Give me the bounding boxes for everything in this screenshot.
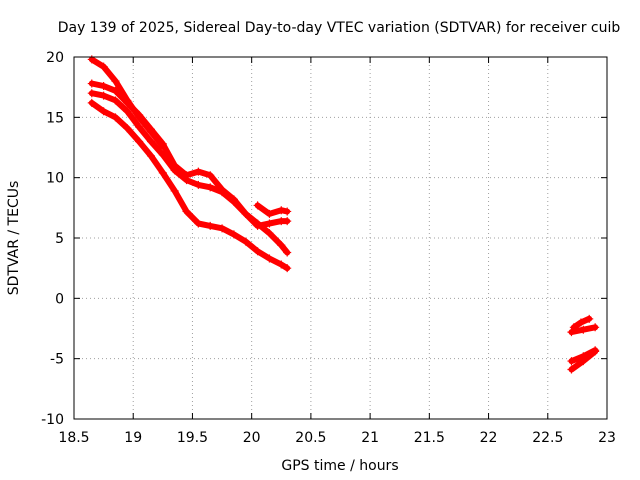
data-point xyxy=(158,168,167,177)
data-point xyxy=(567,357,576,366)
data-point xyxy=(253,201,262,210)
series-track-5 xyxy=(253,201,292,218)
y-tick-label: -10 xyxy=(41,412,64,428)
data-point xyxy=(146,151,155,160)
x-axis-tick-labels: 18.5 19 19.5 20 20.5 21 21.5 22 22.5 23 xyxy=(58,430,616,446)
x-tick-label: 20 xyxy=(243,430,261,446)
data-point xyxy=(579,325,588,334)
y-tick-label: 10 xyxy=(46,171,64,187)
data-point xyxy=(283,264,292,273)
x-tick-label: 19 xyxy=(124,430,142,446)
data-point xyxy=(591,323,600,332)
grid xyxy=(74,57,607,419)
data-point xyxy=(206,183,215,192)
x-tick-label: 22 xyxy=(480,430,498,446)
data-point xyxy=(158,142,167,151)
chart-title: Day 139 of 2025, Sidereal Day-to-day VTE… xyxy=(58,20,621,36)
data-point xyxy=(99,81,108,90)
series-line xyxy=(254,202,291,217)
data-point xyxy=(218,224,227,233)
data-point xyxy=(123,107,132,116)
y-tick-label: 20 xyxy=(46,50,64,66)
data-point xyxy=(99,91,108,100)
data-point xyxy=(277,206,286,215)
data-point xyxy=(277,260,286,269)
data-point xyxy=(253,221,262,230)
axis-ticks xyxy=(73,56,608,420)
data-series xyxy=(87,55,600,374)
data-point xyxy=(579,357,588,366)
data-point xyxy=(206,221,215,230)
x-tick-label: 23 xyxy=(598,430,616,446)
y-tick-label: -5 xyxy=(50,352,64,368)
series-line xyxy=(88,99,291,272)
data-point xyxy=(265,209,274,218)
x-tick-label: 18.5 xyxy=(58,430,89,446)
data-point xyxy=(585,314,594,323)
data-point xyxy=(277,241,286,250)
data-point xyxy=(123,96,132,105)
series-track-6 xyxy=(567,323,600,337)
data-point xyxy=(265,229,274,238)
data-point xyxy=(283,207,292,216)
data-point xyxy=(241,209,250,218)
data-point xyxy=(135,113,144,122)
data-point xyxy=(123,124,132,133)
data-point xyxy=(146,137,155,146)
data-point xyxy=(206,171,215,180)
data-point xyxy=(99,107,108,116)
data-point xyxy=(576,318,585,327)
data-point xyxy=(111,96,120,105)
y-axis-title: SDTVAR / TECUs xyxy=(6,181,22,296)
data-point xyxy=(283,217,292,226)
data-point xyxy=(111,113,120,122)
y-tick-label: 15 xyxy=(46,110,64,126)
data-point xyxy=(182,207,191,216)
data-point xyxy=(87,89,96,98)
data-point xyxy=(87,79,96,88)
data-point xyxy=(194,219,203,228)
x-tick-label: 19.5 xyxy=(177,430,208,446)
data-point xyxy=(135,137,144,146)
data-point xyxy=(182,171,191,180)
data-point xyxy=(170,186,179,195)
data-point xyxy=(591,347,600,356)
series-track-4 xyxy=(87,55,167,151)
y-axis-tick-labels: -10 -5 0 5 10 15 20 xyxy=(41,50,64,428)
data-point xyxy=(218,185,227,194)
data-point xyxy=(194,180,203,189)
y-tick-label: 5 xyxy=(55,231,64,247)
x-tick-label: 21.5 xyxy=(414,430,445,446)
data-point xyxy=(99,62,108,71)
data-point xyxy=(253,247,262,256)
data-point xyxy=(567,365,576,374)
data-point xyxy=(567,328,576,337)
data-point xyxy=(569,323,578,332)
data-point xyxy=(265,254,274,263)
data-point xyxy=(170,161,179,170)
x-tick-label: 22.5 xyxy=(532,430,563,446)
data-point xyxy=(87,98,96,107)
data-point xyxy=(135,122,144,131)
data-point xyxy=(229,230,238,239)
x-axis-title: GPS time / hours xyxy=(281,458,398,474)
x-tick-label: 21 xyxy=(361,430,379,446)
x-tick-label: 20.5 xyxy=(295,430,326,446)
data-point xyxy=(283,248,292,257)
data-point xyxy=(265,219,274,228)
data-point xyxy=(111,77,120,86)
data-point xyxy=(229,195,238,204)
data-point xyxy=(146,127,155,136)
series-track-7 xyxy=(569,314,594,332)
series-track-1 xyxy=(87,98,292,273)
series-track-9 xyxy=(567,347,600,374)
y-tick-label: 0 xyxy=(55,291,64,307)
data-point xyxy=(194,167,203,176)
plot-frame xyxy=(73,56,608,420)
data-point xyxy=(241,237,250,246)
